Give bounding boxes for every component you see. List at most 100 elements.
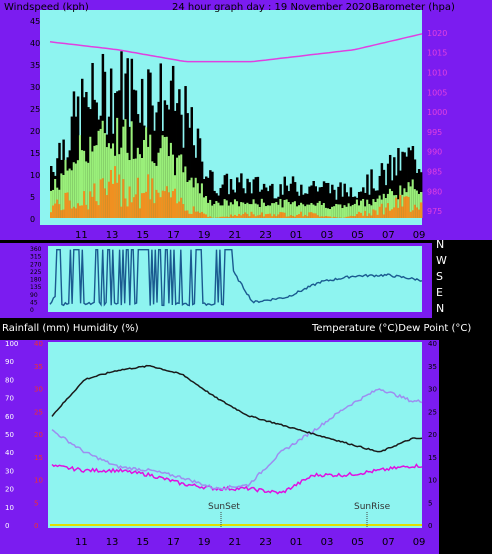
- average-bar: [401, 194, 404, 218]
- minimum-bar: [198, 212, 202, 218]
- minimum-bar: [196, 211, 200, 218]
- minimum-bar: [281, 212, 284, 218]
- average-bar: [192, 187, 196, 218]
- average-bar: [269, 205, 272, 218]
- minimum-bar: [368, 213, 371, 218]
- direction-y-tick: 0: [30, 307, 34, 314]
- minimum-bar: [312, 213, 315, 218]
- minimum-bar: [395, 197, 398, 218]
- minimum-bar: [192, 206, 196, 218]
- average-bar: [316, 202, 320, 218]
- gust-bar: [271, 183, 274, 218]
- minimum-bar: [248, 216, 251, 218]
- humidity-y-tick: 20: [5, 486, 14, 494]
- minimum-bar: [329, 216, 332, 218]
- climate-x-tick: 05: [351, 537, 364, 548]
- climate-x-tick: 11: [75, 537, 88, 548]
- gust-bar: [401, 151, 404, 218]
- temperature-y-tick: 40: [428, 340, 437, 348]
- minimum-bar: [64, 192, 67, 218]
- climate-x-tick: 01: [290, 537, 303, 548]
- gust-bar: [304, 193, 307, 218]
- wind-x-tick: 01: [290, 230, 303, 241]
- minimum-bar: [351, 216, 355, 218]
- gust-bar: [114, 93, 117, 218]
- minimum-bar: [314, 213, 317, 218]
- gust-bar: [291, 176, 295, 218]
- gust-bar: [211, 171, 214, 218]
- average-bar: [260, 198, 264, 218]
- temperature-y-tick: 30: [428, 386, 437, 394]
- humidity-y-tick: 30: [5, 467, 14, 475]
- rain-y-tick: 10: [34, 477, 43, 485]
- average-bar: [89, 136, 92, 218]
- direction-y-tick: 315: [30, 254, 42, 261]
- gust-bar: [178, 89, 181, 218]
- gust-bar: [388, 154, 392, 218]
- gust-bar: [76, 96, 80, 218]
- minimum-bar: [105, 195, 109, 218]
- minimum-bar: [333, 216, 336, 218]
- average-bar: [326, 208, 330, 218]
- average-bar: [169, 142, 173, 218]
- minimum-bar: [124, 198, 127, 218]
- average-bar: [107, 143, 111, 218]
- minimum-bar: [269, 213, 272, 218]
- average-bar: [120, 147, 123, 218]
- minimum-bar: [362, 215, 365, 218]
- gust-bar: [196, 128, 200, 218]
- average-bar: [411, 179, 415, 218]
- minimum-bar: [316, 215, 320, 218]
- average-bar: [285, 199, 289, 218]
- gust-bar: [240, 173, 243, 218]
- average-bar: [322, 203, 326, 218]
- direction-y-tick: 135: [30, 284, 42, 291]
- minimum-bar: [419, 202, 423, 218]
- minimum-bar: [343, 217, 346, 218]
- minimum-bar: [147, 174, 150, 218]
- temperature-y-tick: 35: [428, 363, 437, 371]
- minimum-bar: [83, 191, 86, 218]
- average-bar: [240, 202, 243, 218]
- minimum-bar: [277, 214, 280, 218]
- minimum-bar: [388, 210, 392, 218]
- minimum-bar: [382, 214, 386, 218]
- minimum-bar: [287, 216, 291, 218]
- barometer-line: [49, 33, 423, 63]
- gust-bar: [238, 182, 241, 218]
- minimum-bar: [308, 212, 311, 218]
- average-bar: [254, 203, 258, 218]
- gust-bar: [326, 182, 330, 218]
- wind-x-tick: 13: [106, 230, 119, 241]
- average-bar: [291, 202, 295, 218]
- average-bar: [229, 202, 233, 218]
- minimum-bar: [326, 216, 330, 218]
- minimum-bar: [163, 191, 167, 218]
- average-bar: [64, 159, 67, 218]
- average-bar: [134, 158, 138, 218]
- gust-bar: [198, 138, 202, 218]
- average-bar: [287, 202, 291, 218]
- average-bar: [217, 202, 220, 218]
- gust-bar: [281, 194, 284, 218]
- barometer-y-tick: 995: [427, 128, 442, 137]
- minimum-bar: [159, 197, 162, 218]
- average-bar: [393, 195, 396, 218]
- gust-bar: [269, 185, 272, 218]
- direction-y-tick: 90: [30, 292, 38, 299]
- minimum-bar: [324, 216, 328, 218]
- gust-bar: [341, 196, 344, 218]
- minimum-bar: [306, 216, 309, 218]
- average-bar: [242, 202, 245, 218]
- gust-bar: [262, 183, 266, 218]
- average-bar: [143, 139, 146, 218]
- minimum-bar: [360, 212, 363, 218]
- average-bar: [331, 206, 334, 218]
- gust-bar: [120, 51, 123, 218]
- minimum-bar: [169, 197, 173, 218]
- average-bar: [194, 177, 198, 218]
- gust-bar: [225, 173, 229, 218]
- gust-bar: [331, 184, 334, 218]
- minimum-bar: [221, 216, 224, 218]
- humidity-y-tick: 40: [5, 449, 14, 457]
